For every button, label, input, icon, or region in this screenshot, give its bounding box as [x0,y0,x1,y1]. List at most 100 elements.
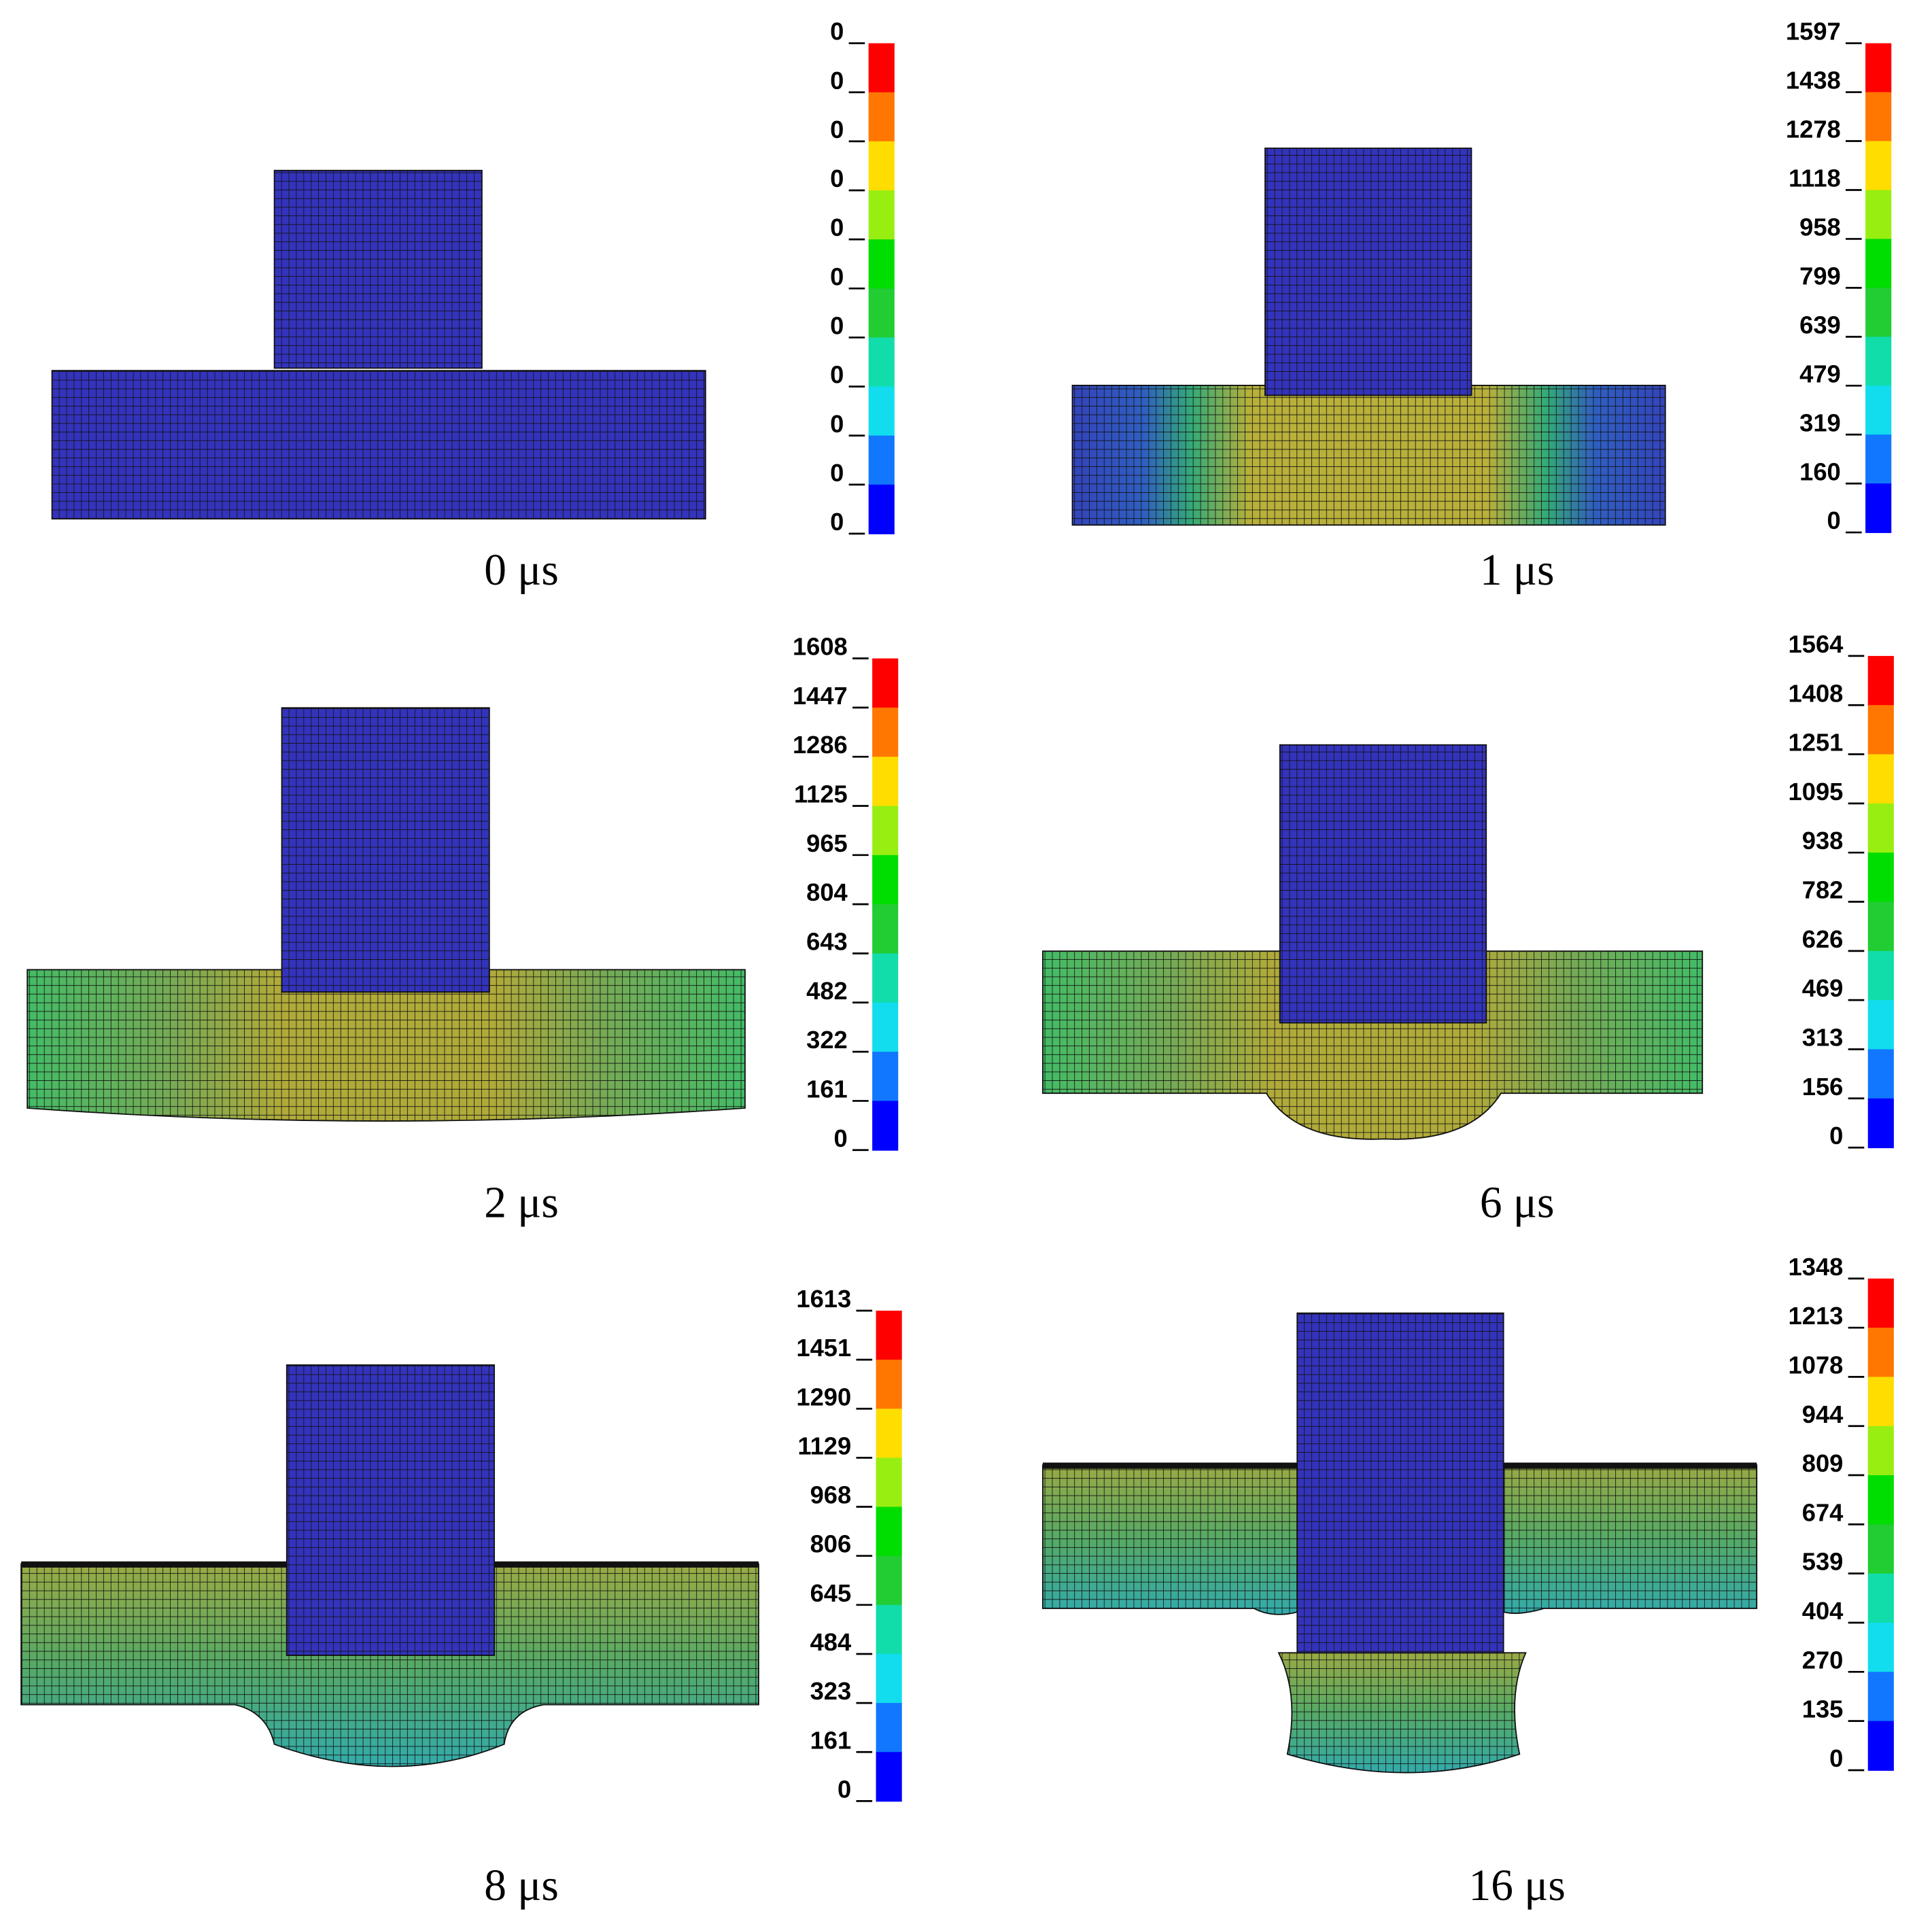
colorbar-label: 135 [1802,1695,1844,1723]
colorbar-segment [1867,1426,1894,1476]
punch-grid [1264,148,1472,396]
colorbar-segment [872,658,899,708]
colorbar-segment [876,1752,902,1802]
colorbar-label: 965 [806,829,848,857]
punch-grid [1279,744,1487,1024]
colorbar-segment [1867,1573,1894,1623]
colorbar-segment [868,386,895,436]
colorbar-segment [1865,190,1892,240]
colorbar-label: 639 [1799,311,1841,339]
colorbar-segment [1865,239,1892,289]
colorbar-segment [868,141,895,191]
colorbar-segment [876,1703,902,1753]
colorbar-segment [1867,901,1894,952]
colorbar-segment [1865,92,1892,142]
colorbar-label: 0 [830,116,844,143]
colorbar-label: 1286 [793,731,848,759]
colorbar-label: 1278 [1786,116,1841,143]
colorbar-segment [872,707,899,758]
colorbar-segment [868,288,895,339]
colorbar-segment [1865,141,1892,191]
colorbar-segment [1867,1622,1894,1673]
colorbar-segment [872,757,899,807]
colorbar-label: 0 [1829,1744,1843,1772]
colorbar-label: 1290 [796,1383,851,1411]
colorbar-segment [1865,483,1892,534]
colorbar-label: 626 [1802,925,1844,953]
colorbar-label: 0 [830,508,844,536]
punch-grid [1296,1312,1504,1654]
colorbar-label: 469 [1802,974,1844,1002]
colorbar-label: 1613 [796,1285,851,1313]
colorbar-label: 156 [1802,1073,1844,1101]
colorbar-segment [876,1457,902,1508]
punch-grid [273,169,483,369]
colorbar-segment [868,435,895,485]
colorbar-label: 1348 [1789,1253,1844,1281]
colorbar-segment [1865,434,1892,485]
colorbar-label: 1447 [793,682,848,710]
mesh-grid [27,969,746,1122]
colorbar-label: 0 [830,67,844,94]
colorbar-segment [872,855,899,905]
colorbar-segment [868,92,895,142]
colorbar-segment [876,1310,902,1361]
punch-grid [286,1364,495,1656]
colorbar-segment [872,1002,899,1053]
colorbar-segment [1865,385,1892,436]
colorbar-segment [1867,950,1894,1001]
mesh-grid [51,370,706,520]
colorbar-segment [876,1653,902,1704]
colorbar-label: 0 [1829,1122,1843,1150]
colorbar-label: 1251 [1789,729,1844,757]
time-label: 16 μs [1469,1861,1566,1910]
colorbar-segment [872,904,899,954]
colorbar-label: 0 [830,311,844,339]
colorbar-label: 968 [810,1481,852,1509]
colorbar-label: 404 [1802,1597,1844,1625]
colorbar-segment [1867,1049,1894,1099]
colorbar-label: 806 [810,1530,852,1558]
colorbar-label: 482 [806,977,848,1005]
colorbar-segment [872,806,899,856]
colorbar-label: 1451 [796,1334,851,1362]
colorbar-label: 958 [1799,213,1841,241]
colorbar-label: 484 [810,1628,852,1656]
colorbar-segment [1867,1524,1894,1574]
colorbar-label: 674 [1802,1498,1844,1526]
colorbar-label: 645 [810,1579,852,1607]
colorbar-segment [872,1052,899,1102]
mesh-grid [1071,385,1666,526]
mesh-grid [1041,950,1704,1140]
punch-grid [281,707,490,993]
colorbar-segment [1867,1000,1894,1050]
colorbar-segment [1867,1278,1894,1328]
colorbar-label: 322 [806,1026,848,1054]
colorbar-segment [1867,705,1894,755]
colorbar-label: 0 [1827,506,1841,534]
colorbar-label: 0 [830,18,844,46]
time-label: 2 μs [484,1178,559,1227]
colorbar-segment [1867,655,1894,706]
time-label: 1 μs [1480,546,1555,595]
colorbar-segment [1865,337,1892,387]
colorbar-segment [1867,1328,1894,1378]
colorbar-segment [868,190,895,241]
colorbar-label: 938 [1802,827,1844,855]
colorbar-label: 0 [830,361,844,389]
colorbar-segment [868,239,895,290]
colorbar-label: 0 [830,262,844,290]
colorbar-segment [868,484,895,534]
colorbar-label: 0 [830,213,844,241]
colorbar-label: 539 [1802,1548,1844,1576]
colorbar-label: 319 [1799,409,1841,436]
colorbar-label: 160 [1799,458,1841,485]
colorbar-label: 0 [830,459,844,487]
colorbar-segment [1865,288,1892,338]
colorbar-segment [872,1101,899,1151]
time-label: 8 μs [484,1861,559,1910]
colorbar-segment [868,43,895,93]
colorbar-segment [1867,1098,1894,1149]
colorbar-label: 1408 [1789,679,1844,707]
